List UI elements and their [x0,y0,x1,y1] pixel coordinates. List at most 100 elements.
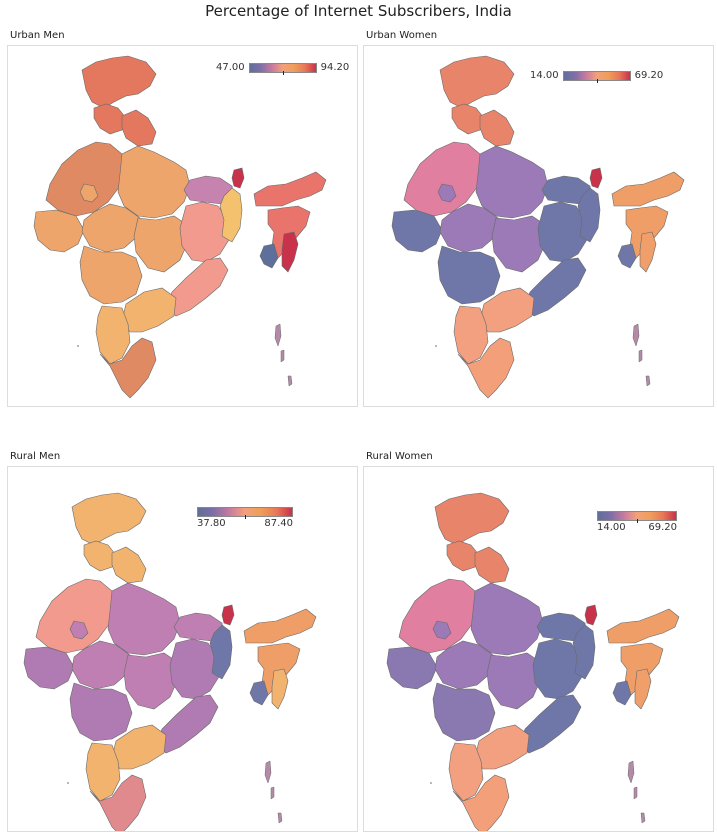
state-region-sikkim[interactable] [584,604,598,626]
state-region-manipur[interactable] [281,231,299,273]
island-region[interactable] [633,786,638,800]
state-region-coast[interactable] [99,337,157,399]
island-region[interactable] [640,812,646,824]
state-region-north[interactable] [71,492,147,546]
state-region-manipur[interactable] [271,668,289,710]
state-region-central[interactable] [475,145,549,219]
state-region-sikkim[interactable] [221,604,235,626]
state-region-north[interactable] [479,109,515,147]
state-region-west[interactable] [391,209,443,253]
india-map-rural-men[interactable] [8,467,358,832]
island-region[interactable] [280,349,285,363]
state-region-north[interactable] [434,492,510,546]
state-region-east[interactable] [537,201,589,263]
map-panel-urban-women[interactable]: 14.00 69.20 [363,45,714,407]
state-region-north[interactable] [83,540,117,572]
state-region-west[interactable] [79,245,143,305]
island-region[interactable] [277,812,283,824]
state-region-north[interactable] [111,546,147,584]
state-region-bengal[interactable] [572,624,596,680]
state-region-sikkim[interactable] [231,167,245,189]
island-region[interactable] [287,375,293,387]
island-region[interactable] [274,323,282,347]
legend-urban-women: 14.00 69.20 [530,70,663,83]
state-region-east[interactable] [179,201,231,263]
legend-min: 14.00 [597,522,626,533]
state-region-central[interactable] [470,582,544,656]
state-region-central[interactable] [432,620,452,640]
state-region-central[interactable] [486,652,542,710]
state-region-central[interactable] [71,640,131,690]
state-region-central[interactable] [81,203,141,253]
state-region-coast[interactable] [89,774,147,832]
state-region-central[interactable] [123,652,179,710]
state-region-south[interactable] [453,305,489,365]
state-region-sikkim[interactable] [589,167,603,189]
state-region-east[interactable] [523,257,587,317]
state-region-central[interactable] [491,215,547,273]
state-region-east[interactable] [169,638,221,700]
state-region-north[interactable] [446,540,480,572]
map-panel-urban-men[interactable]: 47.00 94.20 [7,45,358,407]
state-region-ne[interactable] [253,171,327,207]
state-region-central[interactable] [69,620,89,640]
state-region-west[interactable] [437,245,501,305]
state-region-west[interactable] [69,682,133,742]
state-region-north[interactable] [93,103,127,135]
page-title: Percentage of Internet Subscribers, Indi… [205,2,512,20]
state-region-tripura[interactable] [617,243,637,269]
panel-label-urban-men: Urban Men [10,30,65,41]
map-panel-rural-men[interactable]: 37.80 87.40 [7,466,358,832]
lakshadweep-dot [435,345,437,347]
state-region-central[interactable] [133,215,189,273]
island-region[interactable] [638,349,643,363]
panel-label-rural-men: Rural Men [10,451,61,462]
india-map-rural-women[interactable] [364,467,714,832]
island-region[interactable] [270,786,275,800]
island-region[interactable] [627,760,635,784]
state-region-east[interactable] [165,257,229,317]
state-region-west[interactable] [23,646,75,690]
state-region-coast[interactable] [457,337,515,399]
state-region-ne[interactable] [606,608,680,644]
island-region[interactable] [645,375,651,387]
india-map-urban-women[interactable] [364,46,714,407]
state-region-bengal[interactable] [209,624,233,680]
legend-min: 37.80 [197,518,226,529]
state-region-west[interactable] [33,209,85,253]
state-region-north[interactable] [474,546,510,584]
state-region-central[interactable] [439,203,499,253]
state-region-ne[interactable] [243,608,317,644]
state-region-ne[interactable] [611,171,685,207]
state-region-manipur[interactable] [634,668,652,710]
state-region-bengal[interactable] [219,187,243,243]
state-region-tripura[interactable] [249,680,269,706]
india-map-urban-men[interactable] [8,46,358,407]
island-region[interactable] [632,323,640,347]
state-region-south[interactable] [448,742,484,802]
state-region-tripura[interactable] [259,243,279,269]
state-region-coast[interactable] [452,774,510,832]
state-region-central[interactable] [79,183,99,203]
state-region-east[interactable] [532,638,584,700]
map-panel-rural-women[interactable]: 14.00 69.20 [363,466,714,832]
state-region-west[interactable] [432,682,496,742]
state-region-east[interactable] [518,694,582,754]
state-region-north[interactable] [451,103,485,135]
state-region-north[interactable] [439,55,515,109]
state-region-south[interactable] [85,742,121,802]
state-region-west[interactable] [386,646,438,690]
state-region-east[interactable] [155,694,219,754]
state-region-bengal[interactable] [577,187,601,243]
state-region-central[interactable] [434,640,494,690]
state-region-south[interactable] [95,305,131,365]
state-region-north[interactable] [81,55,157,109]
state-region-central[interactable] [107,582,181,656]
lakshadweep-dot [77,345,79,347]
state-region-tripura[interactable] [612,680,632,706]
state-region-central[interactable] [117,145,191,219]
state-region-manipur[interactable] [639,231,657,273]
island-region[interactable] [264,760,272,784]
state-region-central[interactable] [437,183,457,203]
state-region-north[interactable] [121,109,157,147]
